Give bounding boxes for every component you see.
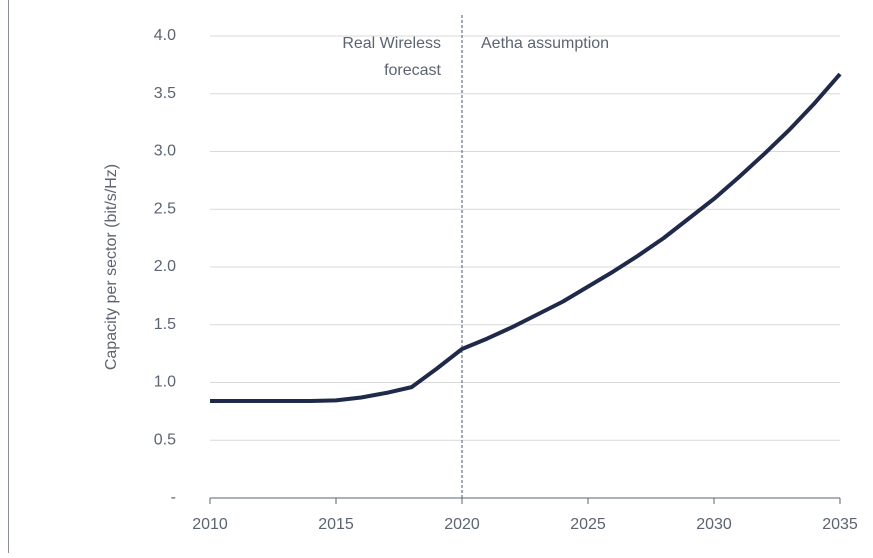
y-tick-label: 2.5 <box>154 200 176 217</box>
y-axis-label: Capacity per sector (bit/s/Hz) <box>103 164 120 370</box>
annotation: Real Wireless <box>342 35 441 52</box>
x-tick-label: 2030 <box>696 516 732 533</box>
y-tick-label: 2.0 <box>154 258 176 275</box>
y-tick-label: 1.5 <box>154 316 176 333</box>
y-tick-label: 0.5 <box>154 431 176 448</box>
y-tick-label: 1.0 <box>154 374 176 391</box>
annotation: forecast <box>384 62 441 79</box>
x-tick-label: 2020 <box>444 516 480 533</box>
x-tick-label: 2010 <box>192 516 228 533</box>
y-tick-label: 3.5 <box>154 85 176 102</box>
x-tick-label: 2035 <box>822 516 858 533</box>
y-tick-label: - <box>171 489 176 506</box>
x-tick-label: 2025 <box>570 516 606 533</box>
y-tick-label: 4.0 <box>154 27 176 44</box>
x-tick-label: 2015 <box>318 516 354 533</box>
line-series <box>210 72 842 403</box>
annotation: Aetha assumption <box>481 35 609 52</box>
y-tick-label: 3.0 <box>154 143 176 160</box>
